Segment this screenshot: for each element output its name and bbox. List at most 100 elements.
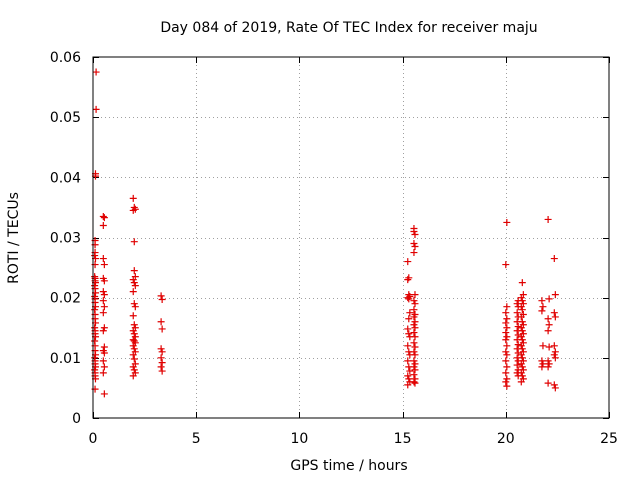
data-point [502,336,510,344]
data-point [92,105,100,113]
data-point [517,369,525,377]
data-point [410,321,418,329]
data-point [130,279,138,287]
data-point [550,351,558,359]
data-point [551,291,559,299]
data-point [405,315,413,323]
data-point [544,315,552,323]
data-point [100,214,108,222]
data-point [410,227,418,235]
data-point [129,288,137,296]
data-point [410,348,418,356]
data-point [410,371,418,379]
data-point [503,363,511,371]
data-point [514,323,522,331]
data-point [130,321,138,329]
data-point [99,297,107,305]
data-point [405,295,413,303]
data-point [503,333,511,341]
data-point [550,255,558,263]
data-point [538,357,546,365]
data-point [411,300,419,308]
data-point [411,343,419,351]
data-point [100,303,108,311]
data-point [130,345,138,353]
data-point [517,333,525,341]
data-point [550,342,558,350]
plot-frame [92,56,610,419]
data-point [157,345,165,353]
data-point [410,357,418,365]
data-point [545,360,553,368]
data-point [405,274,413,282]
data-point [513,361,521,369]
data-point [130,300,138,308]
data-point [410,240,418,248]
data-point [411,230,419,238]
data-point [99,288,107,296]
data-point [410,313,418,321]
chart-title: Day 084 of 2019, Rate Of TEC Index for r… [160,20,537,36]
data-point [130,337,138,345]
data-point [544,327,552,335]
x-tick-label: 20 [497,431,515,447]
data-point [411,360,419,368]
data-point [99,255,107,263]
x-tick-label: 25 [600,431,618,447]
data-point [405,330,413,338]
y-tick-label: 0.05 [50,110,81,126]
data-point [551,348,559,356]
y-tick-label: 0.04 [50,170,81,186]
y-tick-label: 0.01 [50,351,81,367]
data-point [130,330,138,338]
data-point [404,381,412,389]
data-point [99,327,107,335]
data-point [411,324,419,332]
y-tick-label: 0.03 [50,231,81,247]
data-point [157,292,165,300]
data-point [545,343,553,351]
data-point [518,327,526,335]
data-point [517,360,525,368]
data-point [503,324,511,332]
data-point [518,318,526,326]
data-point [518,354,526,362]
data-point [502,309,510,317]
data-point [99,369,107,377]
grid [93,57,609,418]
data-point [514,349,522,357]
data-point [518,279,526,287]
data-point [538,363,546,371]
data-point [100,261,108,269]
data-point [129,327,137,335]
x-tick-label: 5 [192,431,201,447]
data-point [100,277,108,285]
data-point [550,309,558,317]
data-point [130,238,138,246]
data-point [502,261,510,269]
data-point [544,363,552,371]
data-point [539,303,547,311]
data-point [502,329,510,337]
data-point [411,366,419,374]
data-point [131,282,139,290]
data-point [100,390,108,398]
data-point [518,306,526,314]
data-point [503,303,511,311]
data-point [157,318,165,326]
x-axis-title: GPS time / hours [290,458,407,474]
data-point [518,297,526,305]
data-point [518,372,526,380]
data-point [404,276,412,284]
data-point [100,363,108,371]
y-tick-label: 0 [72,411,81,427]
x-tick-label: 0 [89,431,98,447]
data-point [404,258,412,266]
data-point [502,319,510,327]
data-point [157,354,165,362]
data-point [544,357,552,365]
data-point [410,297,418,305]
data-point [99,221,107,229]
data-point [129,276,137,284]
